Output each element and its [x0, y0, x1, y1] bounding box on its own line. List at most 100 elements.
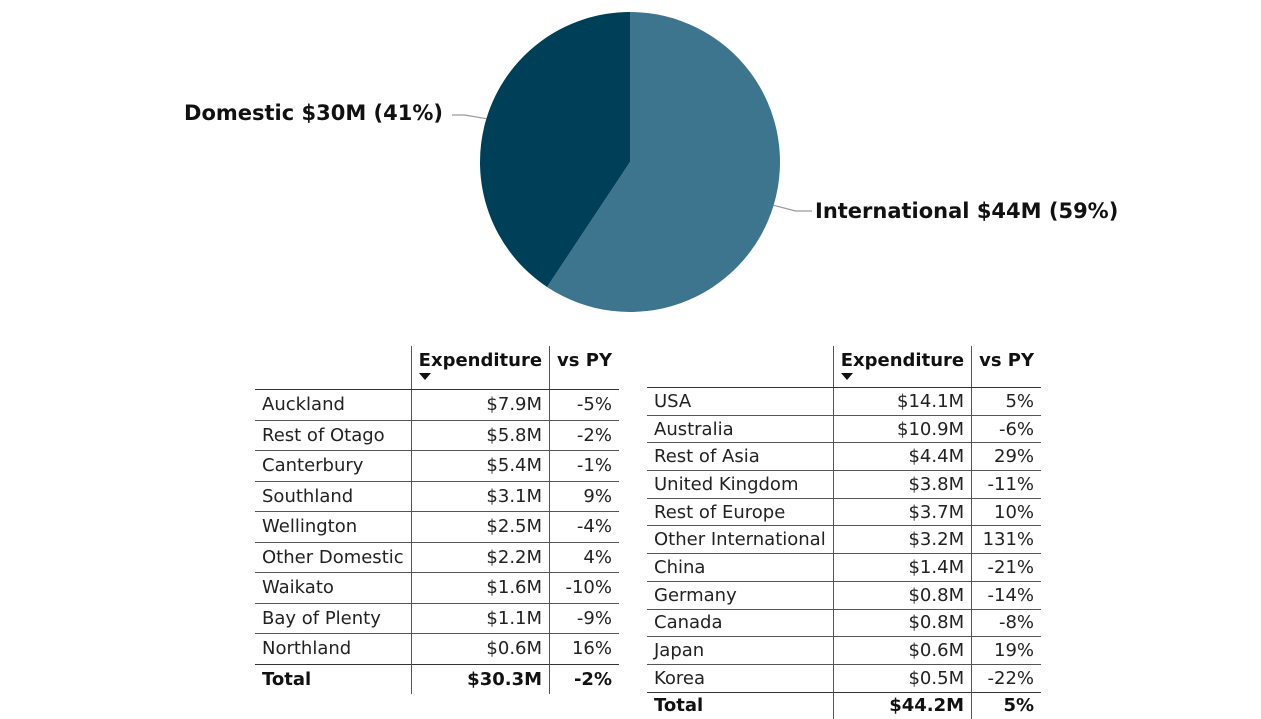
row-name: Waikato: [255, 573, 411, 604]
row-vs-py: -4%: [550, 512, 619, 543]
header-blank-cell: [647, 346, 833, 388]
row-name: Japan: [647, 637, 833, 665]
pie-chart-svg: [0, 0, 1261, 330]
row-vs-py: 10%: [972, 498, 1041, 526]
total-expenditure: $44.2M: [833, 692, 971, 719]
row-name: Bay of Plenty: [255, 603, 411, 634]
row-vs-py: -14%: [972, 581, 1041, 609]
row-vs-py: -1%: [550, 451, 619, 482]
table-row[interactable]: Bay of Plenty$1.1M-9%: [255, 603, 619, 634]
vs-py-header-label: vs PY: [979, 350, 1034, 371]
domestic-table-body: Auckland$7.9M-5%Rest of Otago$5.8M-2%Can…: [255, 390, 619, 695]
row-expenditure: $0.5M: [833, 664, 971, 692]
row-vs-py: 9%: [550, 481, 619, 512]
row-vs-py: 19%: [972, 637, 1041, 665]
row-vs-py: -9%: [550, 603, 619, 634]
row-vs-py: -5%: [550, 390, 619, 421]
row-expenditure: $3.8M: [833, 471, 971, 499]
expenditure-column-header[interactable]: Expenditure: [833, 346, 971, 388]
vs-py-column-header[interactable]: vs PY: [550, 346, 619, 390]
row-vs-py: 16%: [550, 634, 619, 665]
row-name: Rest of Asia: [647, 443, 833, 471]
table-row[interactable]: Waikato$1.6M-10%: [255, 573, 619, 604]
table-row[interactable]: Canterbury$5.4M-1%: [255, 451, 619, 482]
row-expenditure: $3.1M: [411, 481, 549, 512]
row-name: United Kingdom: [647, 471, 833, 499]
sort-descending-icon: [419, 373, 431, 380]
row-name: Germany: [647, 581, 833, 609]
row-expenditure: $5.4M: [411, 451, 549, 482]
row-vs-py: 5%: [972, 388, 1041, 416]
pie-leader-line-1: [452, 115, 486, 119]
expenditure-column-header[interactable]: Expenditure: [411, 346, 549, 390]
row-name: Rest of Europe: [647, 498, 833, 526]
row-expenditure: $5.8M: [411, 420, 549, 451]
row-expenditure: $14.1M: [833, 388, 971, 416]
expenditure-header-label: Expenditure: [841, 350, 964, 371]
row-name: Korea: [647, 664, 833, 692]
pie-label-international: International $44M (59%): [815, 199, 1118, 223]
row-vs-py: 4%: [550, 542, 619, 573]
row-name: USA: [647, 388, 833, 416]
row-expenditure: $2.5M: [411, 512, 549, 543]
row-vs-py: -8%: [972, 609, 1041, 637]
row-expenditure: $0.8M: [833, 581, 971, 609]
total-row: Total$30.3M-2%: [255, 664, 619, 694]
table-row[interactable]: Australia$10.9M-6%: [647, 415, 1041, 443]
row-vs-py: -2%: [550, 420, 619, 451]
row-name: Wellington: [255, 512, 411, 543]
row-name: Canterbury: [255, 451, 411, 482]
row-name: Auckland: [255, 390, 411, 421]
row-vs-py: -21%: [972, 554, 1041, 582]
table-row[interactable]: Rest of Otago$5.8M-2%: [255, 420, 619, 451]
vs-py-column-header[interactable]: vs PY: [972, 346, 1041, 388]
table-row[interactable]: Germany$0.8M-14%: [647, 581, 1041, 609]
table-row[interactable]: China$1.4M-21%: [647, 554, 1041, 582]
row-name: Australia: [647, 415, 833, 443]
row-name: Rest of Otago: [255, 420, 411, 451]
pie-chart: Domestic $30M (41%) International $44M (…: [0, 0, 1261, 330]
row-name: Other Domestic: [255, 542, 411, 573]
row-expenditure: $0.6M: [833, 637, 971, 665]
header-blank-cell: [255, 346, 411, 390]
table-header-row: Expenditure vs PY: [647, 346, 1041, 388]
row-expenditure: $0.8M: [833, 609, 971, 637]
total-label: Total: [255, 664, 411, 694]
total-expenditure: $30.3M: [411, 664, 549, 694]
row-name: Other International: [647, 526, 833, 554]
expenditure-header-label: Expenditure: [419, 350, 542, 371]
row-expenditure: $3.7M: [833, 498, 971, 526]
table-row[interactable]: Auckland$7.9M-5%: [255, 390, 619, 421]
total-label: Total: [647, 692, 833, 719]
row-expenditure: $7.9M: [411, 390, 549, 421]
pie-label-domestic: Domestic $30M (41%): [184, 101, 443, 125]
row-expenditure: $1.1M: [411, 603, 549, 634]
row-expenditure: $2.2M: [411, 542, 549, 573]
sort-descending-icon: [841, 373, 853, 380]
table-row[interactable]: Korea$0.5M-22%: [647, 664, 1041, 692]
row-name: Southland: [255, 481, 411, 512]
row-expenditure: $10.9M: [833, 415, 971, 443]
vs-py-header-label: vs PY: [557, 350, 612, 371]
table-row[interactable]: Wellington$2.5M-4%: [255, 512, 619, 543]
row-vs-py: 131%: [972, 526, 1041, 554]
total-vs-py: -2%: [550, 664, 619, 694]
row-expenditure: $1.4M: [833, 554, 971, 582]
row-expenditure: $1.6M: [411, 573, 549, 604]
table-row[interactable]: Canada$0.8M-8%: [647, 609, 1041, 637]
total-vs-py: 5%: [972, 692, 1041, 719]
pie-leader-line-0: [774, 205, 812, 211]
row-vs-py: -6%: [972, 415, 1041, 443]
row-expenditure: $4.4M: [833, 443, 971, 471]
row-vs-py: -22%: [972, 664, 1041, 692]
table-row[interactable]: United Kingdom$3.8M-11%: [647, 471, 1041, 499]
